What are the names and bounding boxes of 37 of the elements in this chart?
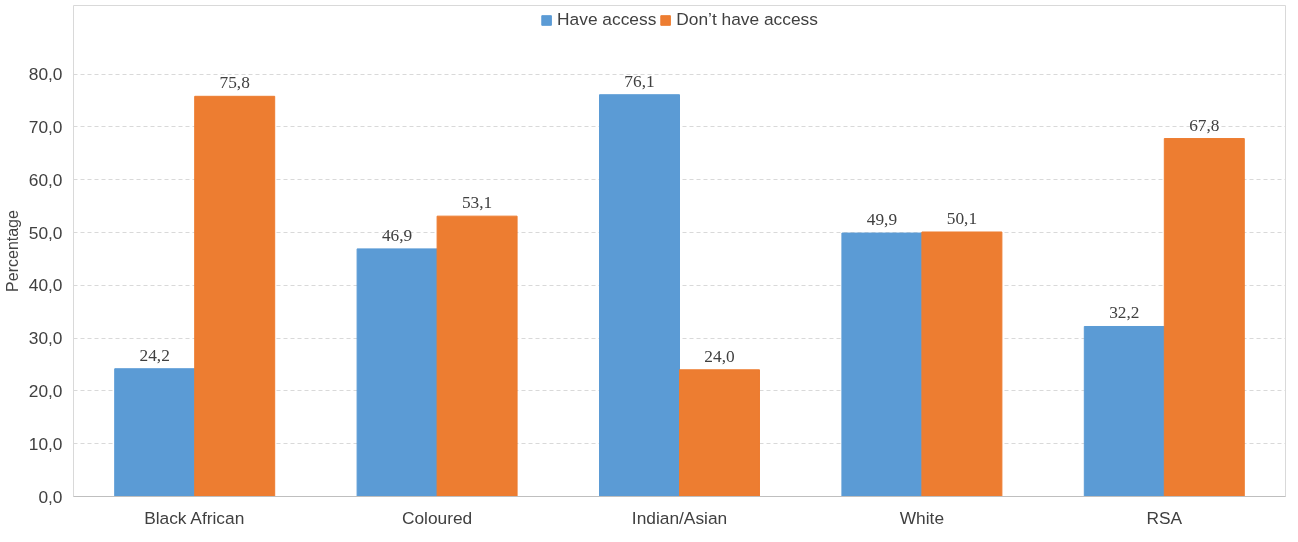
y-tick-label: 10,0 — [28, 433, 63, 454]
y-tick-label: 30,0 — [28, 328, 63, 349]
y-tick-label: 80,0 — [28, 64, 63, 85]
y-tick-label: 0,0 — [38, 486, 63, 507]
bar — [599, 94, 680, 497]
x-tick-label: White — [899, 507, 945, 528]
bar — [921, 231, 1003, 497]
data-label: 32,2 — [1109, 303, 1140, 323]
bar — [841, 232, 923, 497]
bar — [436, 215, 518, 497]
y-tick-label: 50,0 — [28, 222, 63, 243]
bar — [1083, 326, 1165, 497]
bar — [114, 368, 196, 497]
data-label: 53,1 — [461, 193, 493, 213]
y-tick-label: 60,0 — [28, 169, 63, 190]
data-label: 49,9 — [866, 210, 898, 230]
data-label: 24,0 — [704, 346, 735, 366]
y-axis-title: Percentage — [3, 209, 21, 292]
data-label: 46,9 — [381, 225, 413, 245]
x-tick-label: Black African — [144, 507, 245, 528]
bar — [679, 369, 760, 497]
bar — [356, 248, 438, 497]
y-tick-label: 40,0 — [28, 275, 63, 296]
data-label: 76,1 — [624, 71, 655, 91]
x-tick-label: RSA — [1146, 507, 1183, 528]
y-tick-label: 70,0 — [28, 116, 63, 137]
legend-label: Don’t have access — [676, 9, 818, 30]
x-tick-label: Coloured — [401, 507, 473, 528]
data-label: 67,8 — [1189, 115, 1220, 135]
data-label: 50,1 — [946, 208, 978, 228]
bar — [1163, 138, 1245, 497]
bar — [194, 95, 276, 497]
data-label: 24,2 — [139, 345, 170, 365]
legend-label: Have access — [557, 9, 657, 30]
data-label: 75,8 — [219, 73, 250, 93]
x-tick-label: Indian/Asian — [631, 507, 728, 528]
y-tick-label: 20,0 — [28, 380, 63, 401]
